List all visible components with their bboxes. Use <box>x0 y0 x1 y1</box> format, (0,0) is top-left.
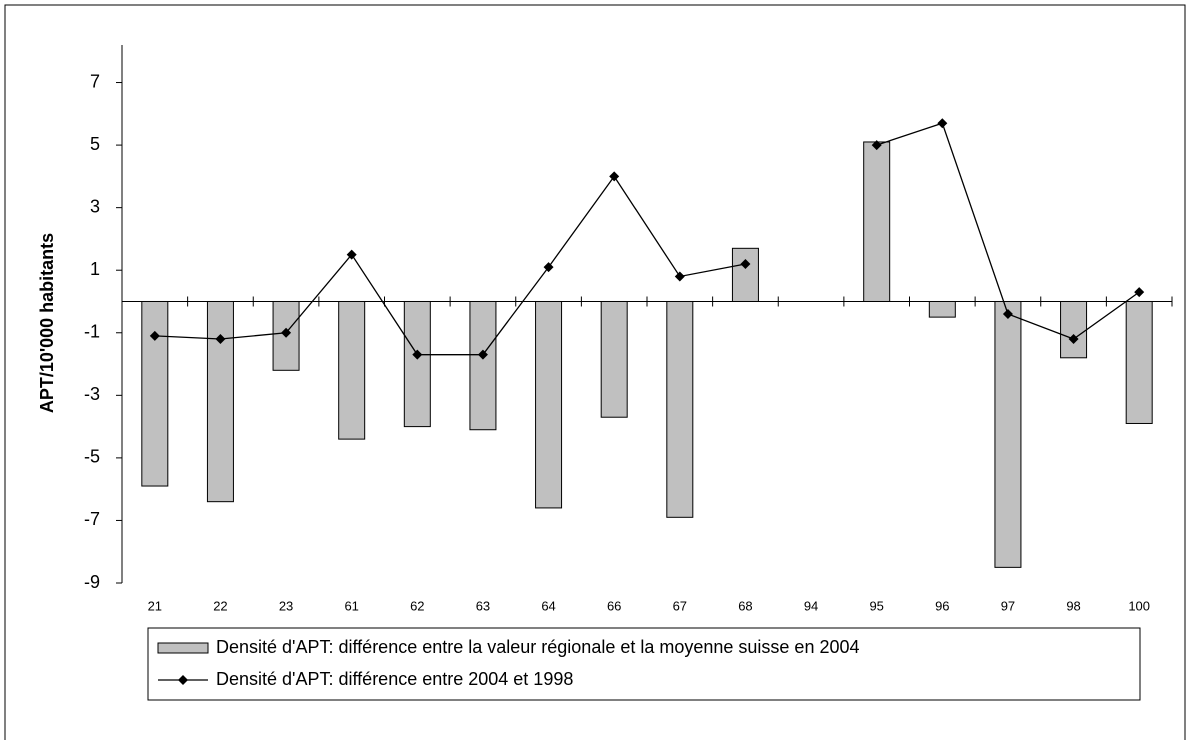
x-tick-label: 97 <box>1001 598 1015 613</box>
bar <box>1125 300 1153 424</box>
x-tick-label: 63 <box>476 598 490 613</box>
bar <box>600 300 628 418</box>
y-tick-label: 7 <box>90 71 100 91</box>
chart-border <box>4 4 1186 740</box>
line-marker <box>215 334 226 345</box>
y-tick-label: 3 <box>90 196 100 216</box>
x-tick-label: 98 <box>1066 598 1080 613</box>
bar <box>206 300 234 503</box>
line <box>154 122 1140 356</box>
bar <box>928 300 956 318</box>
bar <box>863 141 891 302</box>
line-marker <box>674 271 685 282</box>
legend-swatch <box>157 642 209 654</box>
line-marker <box>1002 309 1013 319</box>
line-marker <box>1068 334 1079 345</box>
line-marker <box>1134 287 1145 298</box>
line-marker <box>281 327 292 338</box>
line-marker <box>149 330 160 341</box>
x-tick-label: 66 <box>607 598 621 613</box>
line-marker <box>609 171 620 182</box>
y-tick-label: -9 <box>84 572 100 592</box>
x-tick-label: 64 <box>541 598 555 613</box>
x-tick-label: 61 <box>344 598 358 613</box>
bar <box>666 300 694 518</box>
y-tick-label: -5 <box>84 447 100 467</box>
y-tick-label: -3 <box>84 384 100 404</box>
bar <box>338 300 366 440</box>
x-tick-label: 100 <box>1128 598 1150 613</box>
line-marker <box>346 249 357 260</box>
line-marker <box>937 118 948 129</box>
x-tick-label: 21 <box>148 598 162 613</box>
x-tick-label: 67 <box>673 598 687 613</box>
x-tick-label: 96 <box>935 598 949 613</box>
x-tick-label: 68 <box>738 598 752 613</box>
legend <box>147 627 1141 701</box>
x-tick-label: 62 <box>410 598 424 613</box>
y-tick-label: -7 <box>84 509 100 529</box>
bar <box>535 300 563 509</box>
y-tick-label: 5 <box>90 134 100 154</box>
line-marker <box>871 140 882 151</box>
bar <box>141 300 169 487</box>
bar <box>1060 300 1088 359</box>
line-marker <box>740 258 751 269</box>
bar <box>403 300 431 428</box>
legend-marker <box>178 675 188 685</box>
x-tick-label: 22 <box>213 598 227 613</box>
legend-label: Densité d'APT: différence entre 2004 et … <box>216 669 573 689</box>
bar <box>469 300 497 431</box>
x-tick-label: 95 <box>869 598 883 613</box>
bar <box>731 247 759 302</box>
y-tick-label: 1 <box>90 259 100 279</box>
legend-label: Densité d'APT: différence entre la valeu… <box>216 637 860 657</box>
line-marker <box>477 349 488 360</box>
line-marker <box>412 349 423 360</box>
bar <box>994 300 1022 568</box>
x-tick-label: 23 <box>279 598 293 613</box>
y-axis-label: APT/10'000 habitants <box>37 233 57 413</box>
line-marker <box>543 262 554 273</box>
y-tick-label: -1 <box>84 322 100 342</box>
x-tick-label: 94 <box>804 598 818 613</box>
